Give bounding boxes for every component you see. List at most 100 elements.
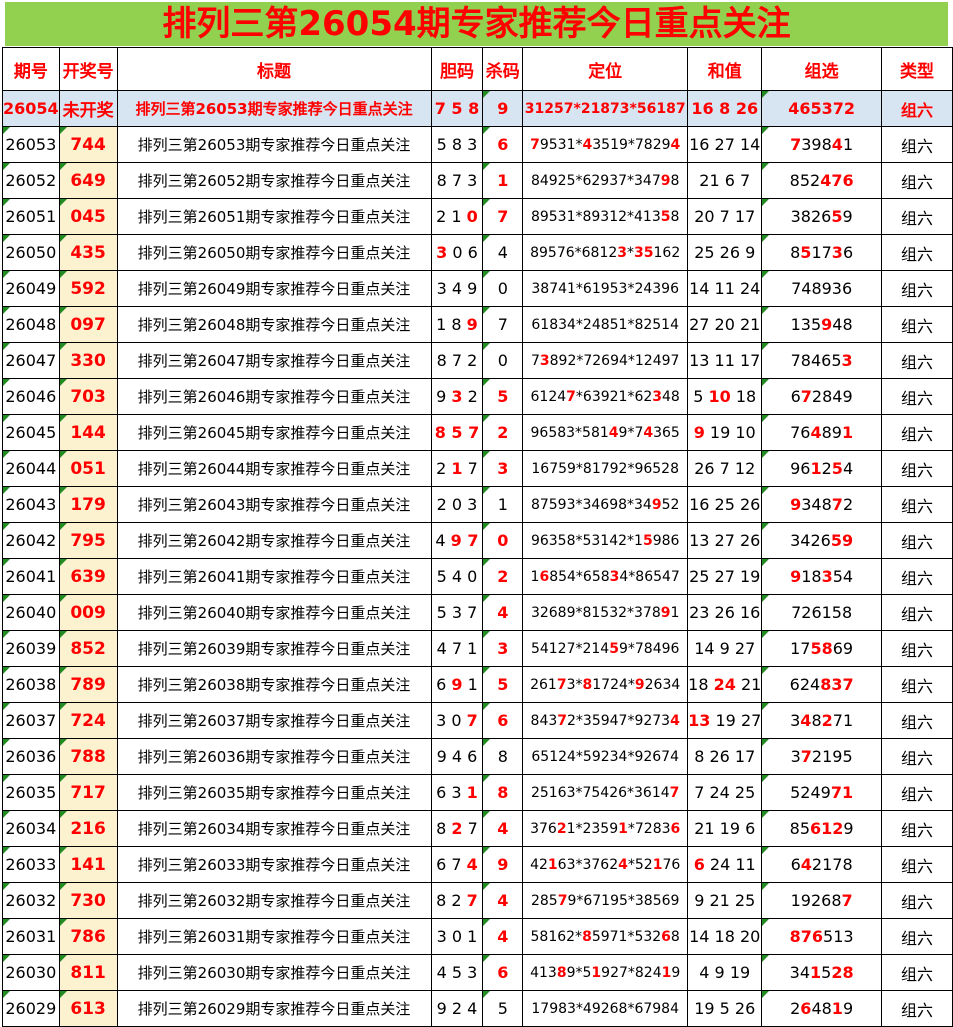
cell-result[interactable]: 639 [58,558,118,595]
cell-period[interactable]: 26040 [2,594,60,631]
cell-shama[interactable]: 4 [482,882,524,919]
cell-period[interactable]: 26042 [2,522,60,559]
cell-shama[interactable]: 4 [482,594,524,631]
cell-zuxuan[interactable]: 372195 [761,738,882,775]
cell-type[interactable]: 组六 [880,594,953,631]
cell-dingwei[interactable]: 16854*65834*86547 [522,558,689,595]
cell-type[interactable]: 组六 [880,198,953,235]
cell-hezhi[interactable]: 14 18 20 [687,918,763,955]
cell-danma[interactable]: 6 9 1 [430,666,484,703]
cell-period[interactable]: 26044 [2,450,60,487]
cell-title[interactable]: 排列三第26038期专家推荐今日重点关注 [116,666,432,703]
cell-period[interactable]: 26035 [2,774,60,811]
cell-zuxuan[interactable]: 852476 [761,162,882,199]
cell-dingwei[interactable]: 61247*63921*62348 [522,378,689,415]
cell-hezhi[interactable]: 9 19 10 [687,414,763,451]
cell-result[interactable]: 179 [58,486,118,523]
cell-danma[interactable]: 8 2 7 [430,882,484,919]
cell-hezhi[interactable]: 16 25 26 [687,486,763,523]
cell-zuxuan[interactable]: 748936 [761,270,882,307]
cell-hezhi[interactable]: 5 10 18 [687,378,763,415]
cell-shama[interactable]: 5 [482,378,524,415]
cell-shama[interactable]: 4 [482,918,524,955]
cell-type[interactable]: 组六 [880,450,953,487]
cell-result[interactable]: 717 [58,774,118,811]
cell-shama[interactable]: 5 [482,990,524,1027]
header-zuxuan[interactable]: 组选 [761,47,882,91]
cell-title[interactable]: 排列三第26031期专家推荐今日重点关注 [116,918,432,955]
cell-dingwei[interactable]: 42163*37624*52176 [522,846,689,883]
cell-hezhi[interactable]: 26 7 12 [687,450,763,487]
cell-period[interactable]: 26037 [2,702,60,739]
cell-title[interactable]: 排列三第26029期专家推荐今日重点关注 [116,990,432,1027]
cell-period[interactable]: 26053 [2,126,60,163]
cell-hezhi[interactable]: 6 24 11 [687,846,763,883]
cell-dingwei[interactable]: 37621*23591*72836 [522,810,689,847]
cell-title[interactable]: 排列三第26043期专家推荐今日重点关注 [116,486,432,523]
cell-hezhi[interactable]: 19 5 26 [687,990,763,1027]
cell-danma[interactable]: 2 1 7 [430,450,484,487]
cell-type[interactable]: 组六 [880,666,953,703]
cell-danma[interactable]: 2 1 0 [430,198,484,235]
cell-result[interactable]: 613 [58,990,118,1027]
cell-dingwei[interactable]: 16759*81792*96528 [522,450,689,487]
cell-shama[interactable]: 5 [482,666,524,703]
cell-title[interactable]: 排列三第26032期专家推荐今日重点关注 [116,882,432,919]
cell-title[interactable]: 排列三第26049期专家推荐今日重点关注 [116,270,432,307]
cell-hezhi[interactable]: 21 19 6 [687,810,763,847]
cell-dingwei[interactable]: 65124*59234*92674 [522,738,689,775]
cell-zuxuan[interactable]: 784653 [761,342,882,379]
cell-zuxuan[interactable]: 175869 [761,630,882,667]
cell-hezhi[interactable]: 13 11 17 [687,342,763,379]
cell-period[interactable]: 26046 [2,378,60,415]
cell-dingwei[interactable]: 31257*21873*56187 [522,90,689,127]
cell-result[interactable]: 未开奖 [58,90,118,127]
cell-zuxuan[interactable]: 856129 [761,810,882,847]
cell-zuxuan[interactable]: 348271 [761,702,882,739]
cell-zuxuan[interactable]: 876513 [761,918,882,955]
cell-result[interactable]: 051 [58,450,118,487]
cell-title[interactable]: 排列三第26045期专家推荐今日重点关注 [116,414,432,451]
cell-danma[interactable]: 9 3 2 [430,378,484,415]
cell-hezhi[interactable]: 20 7 17 [687,198,763,235]
cell-title[interactable]: 排列三第26042期专家推荐今日重点关注 [116,522,432,559]
cell-danma[interactable]: 5 3 7 [430,594,484,631]
header-type[interactable]: 类型 [880,47,953,91]
header-title[interactable]: 标题 [116,47,432,91]
cell-result[interactable]: 216 [58,810,118,847]
cell-danma[interactable]: 5 8 3 [430,126,484,163]
cell-hezhi[interactable]: 16 27 14 [687,126,763,163]
cell-danma[interactable]: 5 4 0 [430,558,484,595]
cell-type[interactable]: 组六 [880,306,953,343]
cell-title[interactable]: 排列三第26035期专家推荐今日重点关注 [116,774,432,811]
cell-zuxuan[interactable]: 726158 [761,594,882,631]
cell-hezhi[interactable]: 21 6 7 [687,162,763,199]
cell-dingwei[interactable]: 32689*81532*37891 [522,594,689,631]
cell-danma[interactable]: 3 0 7 [430,702,484,739]
cell-shama[interactable]: 4 [482,810,524,847]
cell-title[interactable]: 排列三第26050期专家推荐今日重点关注 [116,234,432,271]
cell-danma[interactable]: 7 5 8 [430,90,484,127]
cell-title[interactable]: 排列三第26033期专家推荐今日重点关注 [116,846,432,883]
cell-title[interactable]: 排列三第26044期专家推荐今日重点关注 [116,450,432,487]
cell-type[interactable]: 组六 [880,90,953,127]
cell-period[interactable]: 26051 [2,198,60,235]
cell-dingwei[interactable]: 41389*51927*82419 [522,954,689,991]
cell-dingwei[interactable]: 38741*61953*24396 [522,270,689,307]
cell-danma[interactable]: 4 5 3 [430,954,484,991]
cell-dingwei[interactable]: 79531*43519*78294 [522,126,689,163]
cell-dingwei[interactable]: 54127*21459*78496 [522,630,689,667]
cell-zuxuan[interactable]: 135948 [761,306,882,343]
cell-zuxuan[interactable]: 465372 [761,90,882,127]
cell-period[interactable]: 26030 [2,954,60,991]
cell-shama[interactable]: 0 [482,522,524,559]
cell-hezhi[interactable]: 25 26 9 [687,234,763,271]
cell-dingwei[interactable]: 28579*67195*38569 [522,882,689,919]
cell-shama[interactable]: 7 [482,198,524,235]
cell-dingwei[interactable]: 17983*49268*67984 [522,990,689,1027]
cell-type[interactable]: 组六 [880,522,953,559]
cell-hezhi[interactable]: 13 27 26 [687,522,763,559]
cell-danma[interactable]: 4 9 7 [430,522,484,559]
cell-result[interactable]: 144 [58,414,118,451]
cell-danma[interactable]: 8 2 7 [430,810,484,847]
